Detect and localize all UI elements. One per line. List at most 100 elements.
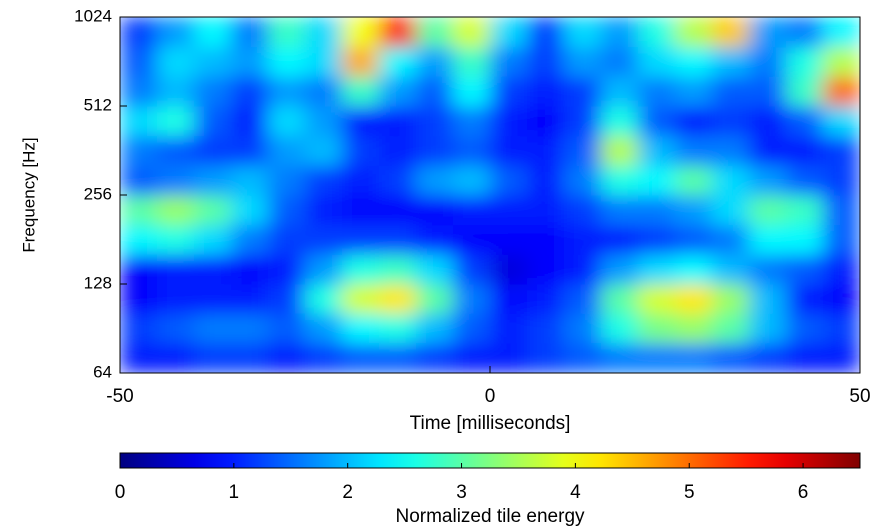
heat-cell xyxy=(157,283,195,314)
heat-cell xyxy=(823,105,860,137)
heat-cell xyxy=(712,164,750,196)
heat-cell xyxy=(490,164,528,196)
heat-cell xyxy=(231,253,269,285)
heat-cell xyxy=(638,253,676,285)
heat-cell xyxy=(453,17,491,48)
heat-cell xyxy=(749,312,787,344)
heat-cell xyxy=(379,224,417,255)
heat-cell xyxy=(453,342,491,373)
heat-cell xyxy=(823,312,860,344)
heat-cell xyxy=(490,105,528,137)
heat-cell xyxy=(490,224,528,255)
heat-cell xyxy=(305,342,343,373)
heat-cell xyxy=(564,46,602,77)
heat-cell xyxy=(120,224,158,255)
heat-cell xyxy=(786,283,824,314)
heat-cell xyxy=(157,46,195,77)
heat-cell xyxy=(527,105,565,137)
heat-cell xyxy=(194,164,232,196)
heat-cell xyxy=(564,17,602,48)
heat-cell xyxy=(823,17,860,48)
heat-cell xyxy=(638,224,676,255)
heat-cell xyxy=(305,135,343,166)
heat-cell xyxy=(675,164,713,196)
heat-cell xyxy=(416,224,454,255)
heat-cell xyxy=(527,253,565,285)
heat-cell xyxy=(749,164,787,196)
heat-cell xyxy=(823,46,860,77)
y-tick-label: 1024 xyxy=(74,6,112,25)
heat-cell xyxy=(786,194,824,226)
heat-cell xyxy=(712,283,750,314)
colorbar-tick-label: 6 xyxy=(798,482,809,503)
heat-cell xyxy=(157,75,195,107)
heat-cell xyxy=(786,46,824,77)
heat-cell xyxy=(379,75,417,107)
heat-cell xyxy=(675,17,713,48)
heat-cell xyxy=(564,224,602,255)
colorbar-tick-label: 5 xyxy=(684,482,695,503)
heat-cell xyxy=(823,135,860,166)
x-tick-label: 50 xyxy=(849,386,870,407)
heat-cell xyxy=(823,253,860,285)
heat-cell xyxy=(379,135,417,166)
heat-cell xyxy=(416,135,454,166)
heat-cell xyxy=(786,135,824,166)
heat-cell xyxy=(527,194,565,226)
heat-cell xyxy=(453,194,491,226)
colorbar-tick-label: 3 xyxy=(456,482,467,503)
heat-cell xyxy=(527,75,565,107)
heat-cell xyxy=(601,312,639,344)
heat-cell xyxy=(786,224,824,255)
colorbar-label: Normalized tile energy xyxy=(395,506,585,527)
heat-cell xyxy=(638,135,676,166)
heat-cell xyxy=(453,253,491,285)
heat-cell xyxy=(823,75,860,107)
heat-cell xyxy=(749,224,787,255)
heat-cell xyxy=(823,342,860,373)
heat-cell xyxy=(453,312,491,344)
heat-cell xyxy=(416,105,454,137)
heat-cell xyxy=(601,194,639,226)
heat-cell xyxy=(564,342,602,373)
heat-cell xyxy=(749,17,787,48)
heat-cell xyxy=(712,312,750,344)
heat-cell xyxy=(416,253,454,285)
heat-cell xyxy=(120,17,158,48)
heat-cell xyxy=(601,253,639,285)
heat-cell xyxy=(120,342,158,373)
heat-cell xyxy=(527,17,565,48)
heat-cell xyxy=(379,283,417,314)
heat-cell xyxy=(268,46,306,77)
heat-cell xyxy=(342,135,380,166)
heat-cell xyxy=(342,105,380,137)
heat-cell xyxy=(157,164,195,196)
heat-cell xyxy=(379,46,417,77)
heat-cell xyxy=(268,135,306,166)
heat-cell xyxy=(601,283,639,314)
colorbar-tick-label: 1 xyxy=(229,482,240,503)
heat-cell xyxy=(490,253,528,285)
heat-cell xyxy=(749,105,787,137)
heat-cell xyxy=(305,17,343,48)
heat-cell xyxy=(231,46,269,77)
heat-cell xyxy=(305,46,343,77)
heat-cell xyxy=(527,135,565,166)
heat-cell xyxy=(453,164,491,196)
heat-cell xyxy=(601,17,639,48)
y-axis-label: Frequency [Hz] xyxy=(19,137,38,252)
heat-cell xyxy=(527,164,565,196)
heat-cell xyxy=(675,342,713,373)
heat-cell xyxy=(527,224,565,255)
heat-cell xyxy=(749,342,787,373)
heat-cell xyxy=(675,46,713,77)
heat-cell xyxy=(564,164,602,196)
y-tick-label: 64 xyxy=(93,362,112,381)
heat-cell xyxy=(786,164,824,196)
heat-cell xyxy=(268,75,306,107)
heat-cell xyxy=(120,75,158,107)
heat-cell xyxy=(157,17,195,48)
heat-cell xyxy=(638,342,676,373)
heat-cell xyxy=(564,253,602,285)
